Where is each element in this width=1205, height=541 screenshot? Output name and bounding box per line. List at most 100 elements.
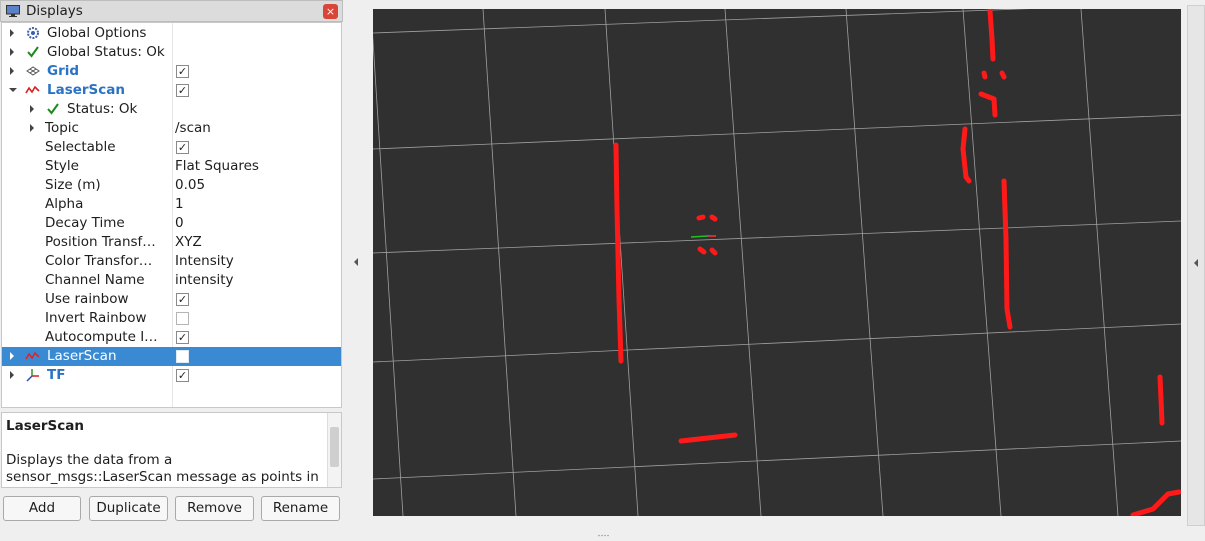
tree-row-laserscan[interactable]: LaserScan ✓ bbox=[2, 81, 341, 100]
remove-button[interactable]: Remove bbox=[175, 496, 254, 521]
tree-label: Grid bbox=[47, 63, 80, 79]
grid-line bbox=[372, 440, 1182, 480]
description-panel: LaserScan Displays the data from a senso… bbox=[1, 412, 342, 488]
grid-line bbox=[372, 323, 1182, 363]
laser-scan-segment bbox=[696, 214, 706, 221]
property-value[interactable]: 0.05 bbox=[175, 177, 206, 193]
right-panel-handle[interactable] bbox=[1187, 5, 1205, 526]
render-scene[interactable] bbox=[370, 2, 1182, 518]
property-checkbox[interactable] bbox=[176, 312, 189, 325]
expand-arrow-icon[interactable] bbox=[10, 352, 14, 360]
property-value[interactable]: XYZ bbox=[175, 234, 202, 250]
tree-label: Position Transf… bbox=[45, 234, 156, 250]
tree-row-laserscan-2[interactable]: LaserScan bbox=[2, 347, 341, 366]
expand-arrow-icon[interactable] bbox=[30, 105, 34, 113]
property-value[interactable]: Flat Squares bbox=[175, 158, 259, 174]
axes-icon bbox=[26, 368, 40, 382]
property-value[interactable]: 0 bbox=[175, 215, 184, 231]
enabled-checkbox[interactable]: ✓ bbox=[176, 84, 189, 97]
grid-line bbox=[372, 114, 1182, 150]
tree-row-decay-time[interactable]: Decay Time 0 bbox=[2, 214, 341, 233]
tree-row-tf[interactable]: TF ✓ bbox=[2, 366, 341, 385]
duplicate-button[interactable]: Duplicate bbox=[89, 496, 168, 521]
displays-titlebar: Displays × bbox=[0, 0, 343, 22]
property-value[interactable]: Intensity bbox=[175, 253, 234, 269]
tree-row-use-rainbow[interactable]: Use rainbow ✓ bbox=[2, 290, 341, 309]
tree-row-autocompute[interactable]: Autocompute I… ✓ bbox=[2, 328, 341, 347]
expand-arrow-icon[interactable] bbox=[10, 371, 14, 379]
tree-label: Decay Time bbox=[45, 215, 125, 231]
tree-row-global-options[interactable]: Global Options bbox=[2, 24, 341, 43]
tree-label: Global Options bbox=[47, 25, 147, 41]
scrollbar-thumb[interactable] bbox=[330, 427, 339, 467]
expand-arrow-icon[interactable] bbox=[10, 48, 14, 56]
laser-scan-segment bbox=[697, 246, 707, 255]
laser-scan-segment bbox=[960, 126, 972, 184]
property-value[interactable]: intensity bbox=[175, 272, 234, 288]
expand-arrow-icon[interactable] bbox=[10, 67, 14, 75]
laser-scan-segment bbox=[1157, 374, 1165, 426]
description-scrollbar[interactable] bbox=[327, 413, 341, 487]
enabled-checkbox[interactable]: ✓ bbox=[176, 369, 189, 382]
tree-row-channel-name[interactable]: Channel Name intensity bbox=[2, 271, 341, 290]
laser-scan-segment bbox=[709, 214, 718, 222]
tree-label: Global Status: Ok bbox=[47, 44, 165, 60]
tree-row-global-status[interactable]: Global Status: Ok bbox=[2, 43, 341, 62]
tree-row-grid[interactable]: Grid ✓ bbox=[2, 62, 341, 81]
tf-axis-z bbox=[707, 234, 710, 237]
tree-row-selectable[interactable]: Selectable ✓ bbox=[2, 138, 341, 157]
grid-line bbox=[962, 8, 1002, 517]
laser-scan-segment bbox=[1001, 178, 1013, 330]
tree-row-position-transformer[interactable]: Position Transf… XYZ bbox=[2, 233, 341, 252]
tree-label: Invert Rainbow bbox=[45, 310, 147, 326]
grid-line bbox=[370, 8, 404, 517]
expand-arrow-icon[interactable] bbox=[30, 124, 34, 132]
displays-tree: Global Options Global Status: Ok Grid ✓ bbox=[1, 22, 342, 408]
collapse-arrow-icon[interactable] bbox=[9, 88, 17, 92]
property-checkbox[interactable]: ✓ bbox=[176, 331, 189, 344]
expand-arrow-icon[interactable] bbox=[10, 29, 14, 37]
robot-tf-axes bbox=[690, 234, 716, 238]
3d-render-view[interactable] bbox=[370, 2, 1182, 518]
panel-collapse-handle[interactable] bbox=[343, 0, 372, 531]
laserscan-icon bbox=[25, 349, 40, 363]
splitter-handle[interactable] bbox=[165, 407, 177, 419]
close-icon[interactable]: × bbox=[323, 4, 338, 19]
tree-label: Status: Ok bbox=[67, 101, 138, 117]
laser-scan-segment bbox=[1130, 489, 1182, 518]
tree-row-topic[interactable]: Topic /scan bbox=[2, 119, 341, 138]
property-checkbox[interactable]: ✓ bbox=[176, 293, 189, 306]
property-checkbox[interactable]: ✓ bbox=[176, 141, 189, 154]
add-button[interactable]: Add bbox=[3, 496, 81, 521]
checkmark-icon bbox=[26, 45, 40, 59]
collapse-left-icon[interactable] bbox=[354, 258, 358, 266]
laserscan-icon bbox=[25, 83, 40, 97]
tree-label: Autocompute I… bbox=[45, 329, 158, 345]
tree-label: TF bbox=[47, 367, 66, 383]
tree-row-invert-rainbow[interactable]: Invert Rainbow bbox=[2, 309, 341, 328]
rename-button[interactable]: Rename bbox=[261, 496, 340, 521]
property-value[interactable]: 1 bbox=[175, 196, 184, 212]
laser-scan-segment bbox=[709, 247, 718, 256]
tree-label: LaserScan bbox=[47, 82, 126, 98]
tree-label: Selectable bbox=[45, 139, 116, 155]
enabled-checkbox[interactable] bbox=[176, 350, 189, 363]
displays-panel: Displays × Global Options Global Status:… bbox=[0, 0, 343, 531]
grid-line bbox=[482, 8, 517, 517]
tree-row-size[interactable]: Size (m) 0.05 bbox=[2, 176, 341, 195]
grid-lines bbox=[370, 2, 1182, 517]
enabled-checkbox[interactable]: ✓ bbox=[176, 65, 189, 78]
description-text: Displays the data from a sensor_msgs::La… bbox=[6, 452, 319, 487]
tree-row-style[interactable]: Style Flat Squares bbox=[2, 157, 341, 176]
property-value[interactable]: /scan bbox=[175, 120, 211, 136]
bottom-splitter-handle[interactable] bbox=[597, 525, 611, 537]
tree-row-status[interactable]: Status: Ok bbox=[2, 100, 341, 119]
grid-icon bbox=[26, 64, 40, 78]
description-title: LaserScan bbox=[6, 418, 85, 434]
tree-row-color-transformer[interactable]: Color Transfor… Intensity bbox=[2, 252, 341, 271]
expand-left-icon[interactable] bbox=[1194, 259, 1198, 267]
laser-scan-segment bbox=[981, 70, 988, 80]
tree-row-alpha[interactable]: Alpha 1 bbox=[2, 195, 341, 214]
grid-line bbox=[1080, 8, 1119, 517]
tree-label: Alpha bbox=[45, 196, 84, 212]
